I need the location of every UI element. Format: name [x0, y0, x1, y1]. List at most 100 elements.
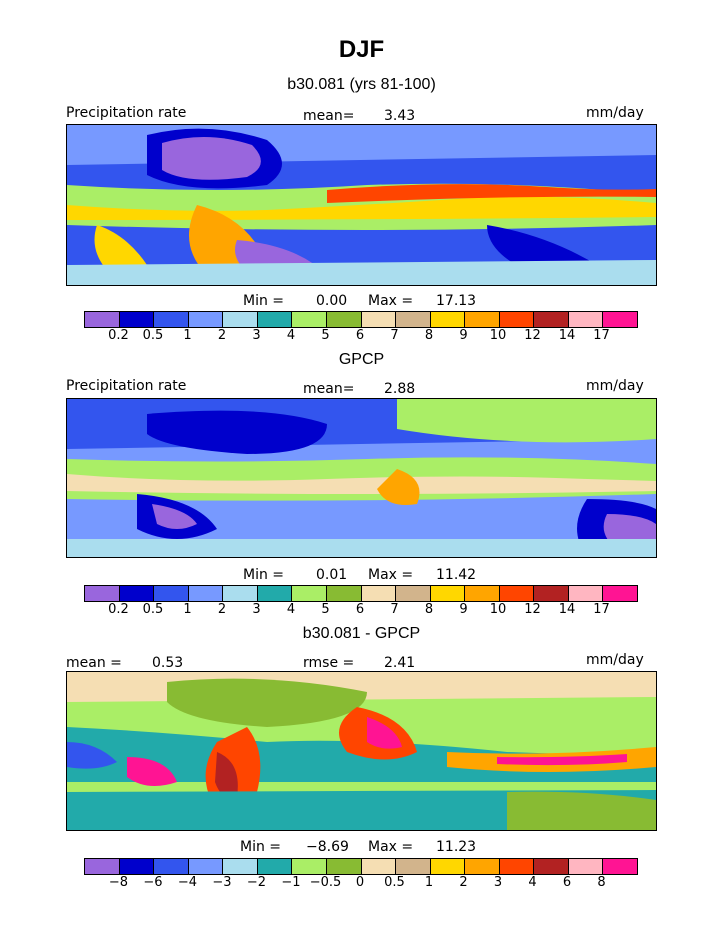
colorbar-swatch [361, 859, 397, 874]
panel3-min-value: −8.69 [306, 839, 349, 855]
colorbar-tick-label: 5 [321, 602, 330, 617]
colorbar-tick-label: 6 [355, 328, 365, 343]
colorbar-tick-label: −8 [108, 875, 129, 890]
colorbar-tick-label: 1 [183, 328, 192, 343]
panel3-rmse-label: rmse = [303, 655, 355, 671]
colorbar-swatch [430, 859, 466, 874]
colorbar-swatch [119, 312, 155, 327]
panel3-min-label: Min = [240, 839, 282, 855]
panel2-mean-value: 2.88 [384, 381, 416, 397]
colorbar-swatch [154, 586, 189, 601]
panel1-colorbar-ticks: 0.2 0.5 1 2 3 4 5 6 7 8 9 10 12 14 17 [84, 328, 638, 344]
panel3-heading: b30.081 - GPCP [302, 625, 421, 642]
colorbar-swatch [603, 586, 637, 601]
colorbar-tick-label: −0.5 [309, 875, 342, 890]
colorbar-swatch [534, 586, 569, 601]
panel2-max-value: 11.42 [436, 567, 477, 583]
colorbar-swatch [396, 859, 431, 874]
colorbar-swatch [361, 586, 397, 601]
colorbar-tick-label: 2 [459, 875, 468, 890]
panel3-rmse-value: 2.41 [384, 655, 416, 671]
colorbar-tick-label: −6 [143, 875, 163, 890]
colorbar-swatch [603, 312, 637, 327]
colorbar-tick-label: 6 [355, 602, 365, 617]
colorbar-tick-label: −1 [281, 875, 301, 890]
panel1-mean-value: 3.43 [384, 108, 416, 124]
colorbar-tick-label: 0.5 [142, 328, 164, 343]
colorbar-swatch [326, 312, 362, 327]
colorbar-swatch [188, 312, 224, 327]
colorbar-swatch [465, 586, 500, 601]
colorbar-tick-label: 8 [597, 875, 606, 890]
colorbar-tick-label: 2 [217, 602, 227, 617]
colorbar-tick-label: 0 [355, 875, 365, 890]
panel2-colorbar-ticks: 0.2 0.5 1 2 3 4 5 6 7 8 9 10 12 14 17 [84, 602, 638, 618]
colorbar-tick-label: 2 [217, 328, 227, 343]
colorbar-swatch [292, 312, 327, 327]
colorbar-swatch [223, 859, 258, 874]
colorbar-swatch [85, 859, 120, 874]
colorbar-tick-label: 5 [321, 328, 330, 343]
colorbar-swatch [465, 312, 500, 327]
colorbar-tick-label: 4 [286, 328, 296, 343]
panel1-min-label: Min = [243, 293, 285, 309]
panel1-heading: b30.081 (yrs 81-100) [287, 76, 436, 93]
colorbar-swatch [430, 312, 466, 327]
panel1-min-value: 0.00 [316, 293, 348, 309]
colorbar-tick-label: 0.2 [108, 602, 129, 617]
colorbar-tick-label: 8 [424, 328, 434, 343]
colorbar-tick-label: 3 [493, 875, 503, 890]
colorbar-swatch [85, 586, 120, 601]
colorbar-tick-label: 10 [489, 328, 507, 343]
panel1-units: mm/day [586, 105, 644, 121]
panel1-map [66, 124, 657, 286]
colorbar-swatch [257, 859, 293, 874]
colorbar-tick-label: 9 [459, 602, 468, 617]
panel3-colorbar [84, 858, 638, 875]
colorbar-tick-label: 9 [459, 328, 468, 343]
figure-title: DJF [338, 36, 385, 63]
panel3-contours [67, 672, 656, 830]
colorbar-tick-label: −4 [177, 875, 198, 890]
colorbar-swatch [568, 312, 604, 327]
colorbar-swatch [85, 312, 120, 327]
colorbar-swatch [603, 859, 637, 874]
colorbar-tick-label: 4 [528, 875, 537, 890]
colorbar-swatch [119, 859, 155, 874]
colorbar-swatch [534, 859, 569, 874]
colorbar-tick-label: 3 [252, 328, 261, 343]
colorbar-swatch [119, 586, 155, 601]
colorbar-tick-label: 3 [252, 602, 261, 617]
colorbar-tick-label: 12 [524, 328, 541, 343]
colorbar-swatch [534, 312, 569, 327]
colorbar-tick-label: 17 [593, 602, 610, 617]
colorbar-tick-label: −2 [246, 875, 267, 890]
colorbar-swatch [257, 312, 293, 327]
colorbar-swatch [568, 859, 604, 874]
panel2-contours [67, 399, 656, 557]
panel2-units: mm/day [586, 378, 644, 394]
panel2-min-label: Min = [243, 567, 285, 583]
panel1-contours [67, 125, 656, 285]
colorbar-swatch [499, 586, 535, 601]
colorbar-tick-label: 1 [183, 602, 192, 617]
colorbar-swatch [188, 586, 224, 601]
colorbar-swatch [292, 859, 327, 874]
colorbar-tick-label: 4 [286, 602, 296, 617]
colorbar-swatch [430, 586, 466, 601]
colorbar-swatch [154, 312, 189, 327]
colorbar-swatch [396, 312, 431, 327]
colorbar-swatch [465, 859, 500, 874]
colorbar-swatch [396, 586, 431, 601]
colorbar-tick-label: 12 [524, 602, 541, 617]
panel3-mean-label: mean = [66, 655, 122, 671]
panel1-max-label: Max = [368, 293, 414, 309]
colorbar-tick-label: −3 [212, 875, 232, 890]
panel1-mean-label: mean= [303, 108, 355, 124]
colorbar-swatch [223, 312, 258, 327]
panel2-heading: GPCP [338, 351, 385, 368]
colorbar-swatch [188, 859, 224, 874]
colorbar-swatch [361, 312, 397, 327]
colorbar-tick-label: 1 [424, 875, 434, 890]
panel3-colorbar-ticks: −8 −6 −4 −3 −2 −1 −0.5 0 0.5 1 2 3 4 6 8 [84, 875, 638, 891]
